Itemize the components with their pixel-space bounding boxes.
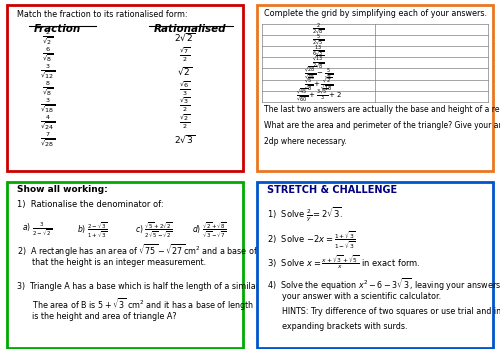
Text: $\frac{7}{\sqrt{28}}$: $\frac{7}{\sqrt{28}}$ — [40, 130, 56, 148]
Text: The last two answers are actually the base and height of a rectangle.: The last two answers are actually the ba… — [264, 105, 500, 114]
FancyBboxPatch shape — [8, 181, 243, 348]
Text: $\frac{\sqrt{2}}{2}$: $\frac{\sqrt{2}}{2}$ — [180, 113, 191, 131]
Text: HINTS: Try difference of two squares or use trial and improvement by: HINTS: Try difference of two squares or … — [267, 307, 500, 316]
Text: Show all working:: Show all working: — [17, 185, 108, 194]
Text: 2)  Solve $-2x = \frac{1+\sqrt{3}}{1-\sqrt{3}}$: 2) Solve $-2x = \frac{1+\sqrt{3}}{1-\sqr… — [267, 229, 356, 251]
Text: $\frac{13}{6\sqrt{3}}$: $\frac{13}{6\sqrt{3}}$ — [312, 44, 324, 59]
Text: $\sqrt{2}$: $\sqrt{2}$ — [178, 66, 193, 77]
Text: What are the area and perimeter of the triangle? Give your answer to: What are the area and perimeter of the t… — [264, 121, 500, 130]
Text: $c)\ \frac{\sqrt{5}+2\sqrt{2}}{2\sqrt{5}-\sqrt{2}}$: $c)\ \frac{\sqrt{5}+2\sqrt{2}}{2\sqrt{5}… — [134, 221, 172, 240]
Text: $\frac{\sqrt{28}}{\sqrt{45}} - \frac{5}{\sqrt{5}}$: $\frac{\sqrt{28}}{\sqrt{45}} - \frac{5}{… — [304, 66, 333, 82]
Text: 4)  Solve the equation $x^2 - 6 - 3\sqrt{3}$, leaving your answers in exact form: 4) Solve the equation $x^2 - 6 - 3\sqrt{… — [267, 276, 500, 293]
Text: 3)  Solve $x = \frac{x+\sqrt{3}+\sqrt{5}}{x}$ in exact form.: 3) Solve $x = \frac{x+\sqrt{3}+\sqrt{5}}… — [267, 253, 420, 271]
Text: $\frac{\sqrt{6}}{3}$: $\frac{\sqrt{6}}{3}$ — [180, 79, 191, 97]
Text: $\frac{4}{\sqrt{24}}$: $\frac{4}{\sqrt{24}}$ — [40, 113, 56, 131]
Text: $\frac{\sqrt{5}}{\sqrt{8}} + \frac{\sqrt{2}}{\sqrt{18}}$: $\frac{\sqrt{5}}{\sqrt{8}} + \frac{\sqrt… — [304, 77, 333, 93]
FancyBboxPatch shape — [8, 5, 243, 172]
FancyBboxPatch shape — [257, 5, 492, 172]
Text: 2)  A rectangle has an area of $\sqrt{75}-\sqrt{27}$cm$^2$ and a base of $\sqrt{: 2) A rectangle has an area of $\sqrt{75}… — [17, 243, 312, 259]
Text: that the height is an integer measurement.: that the height is an integer measuremen… — [17, 258, 206, 267]
Text: $\frac{2}{\sqrt{2}}$: $\frac{2}{\sqrt{2}}$ — [42, 29, 54, 46]
Text: is the height and area of triangle A?: is the height and area of triangle A? — [17, 312, 176, 321]
Text: Match the fraction to its rationalised form:: Match the fraction to its rationalised f… — [17, 10, 187, 19]
Text: $\frac{3}{\sqrt{18}}$: $\frac{3}{\sqrt{18}}$ — [40, 96, 56, 114]
Text: $b)\ \frac{2-\sqrt{3}}{1+\sqrt{3}}$: $b)\ \frac{2-\sqrt{3}}{1+\sqrt{3}}$ — [77, 221, 108, 240]
Text: $\frac{5}{2\sqrt{5}}$: $\frac{5}{2\sqrt{5}}$ — [312, 33, 324, 48]
Text: $\frac{3}{\sqrt{12}}$: $\frac{3}{\sqrt{12}}$ — [40, 62, 56, 80]
Text: $\frac{\sqrt{45}}{\sqrt{60}} + \frac{3\sqrt{5}}{3} + 2$: $\frac{\sqrt{45}}{\sqrt{60}} + \frac{3\s… — [296, 88, 342, 104]
Text: 3)  Triangle A has a base which is half the length of a similar triangle, B.: 3) Triangle A has a base which is half t… — [17, 282, 306, 291]
Text: $a)\ \frac{3}{2-\sqrt{2}}$: $a)\ \frac{3}{2-\sqrt{2}}$ — [22, 221, 52, 239]
Text: 1)  Rationalise the denominator of:: 1) Rationalise the denominator of: — [17, 200, 164, 209]
Text: $\frac{8}{\sqrt{8}}$: $\frac{8}{\sqrt{8}}$ — [42, 79, 54, 97]
Text: $2\sqrt{2}$: $2\sqrt{2}$ — [174, 32, 196, 43]
Text: your answer with a scientific calculator.: your answer with a scientific calculator… — [267, 292, 441, 301]
Text: Rationalised: Rationalised — [154, 24, 226, 34]
Text: $\frac{6}{\sqrt{8}}$: $\frac{6}{\sqrt{8}}$ — [42, 46, 54, 63]
Text: expanding brackets with surds.: expanding brackets with surds. — [267, 322, 408, 331]
Text: $2\sqrt{3}$: $2\sqrt{3}$ — [174, 133, 196, 145]
FancyBboxPatch shape — [257, 181, 492, 348]
Text: The area of B is $5+\sqrt{3}$ cm$^2$ and it has a base of length $2\sqrt{3}$cm. : The area of B is $5+\sqrt{3}$ cm$^2$ and… — [17, 297, 312, 313]
Text: $\frac{2}{2\sqrt{8}}$: $\frac{2}{2\sqrt{8}}$ — [312, 22, 324, 37]
Text: STRETCH & CHALLENGE: STRETCH & CHALLENGE — [267, 185, 397, 195]
Text: $d)\ \frac{\sqrt{2}+\sqrt{8}}{\sqrt{3}-\sqrt{7}}$: $d)\ \frac{\sqrt{2}+\sqrt{8}}{\sqrt{3}-\… — [192, 221, 228, 239]
Text: $\frac{\sqrt{13}}{2\sqrt{8}}$: $\frac{\sqrt{13}}{2\sqrt{8}}$ — [312, 55, 324, 71]
Text: $\frac{\sqrt{3}}{2}$: $\frac{\sqrt{3}}{2}$ — [180, 96, 191, 114]
Text: 2dp where necessary.: 2dp where necessary. — [264, 138, 347, 146]
Text: Fraction: Fraction — [34, 24, 81, 34]
Text: $\frac{\sqrt{7}}{2}$: $\frac{\sqrt{7}}{2}$ — [180, 45, 191, 64]
Text: 1)  Solve $\frac{2}{y} = 2\sqrt{3}$.: 1) Solve $\frac{2}{y} = 2\sqrt{3}$. — [267, 205, 343, 223]
Text: Complete the grid by simplifying each of your answers.: Complete the grid by simplifying each of… — [264, 8, 488, 18]
